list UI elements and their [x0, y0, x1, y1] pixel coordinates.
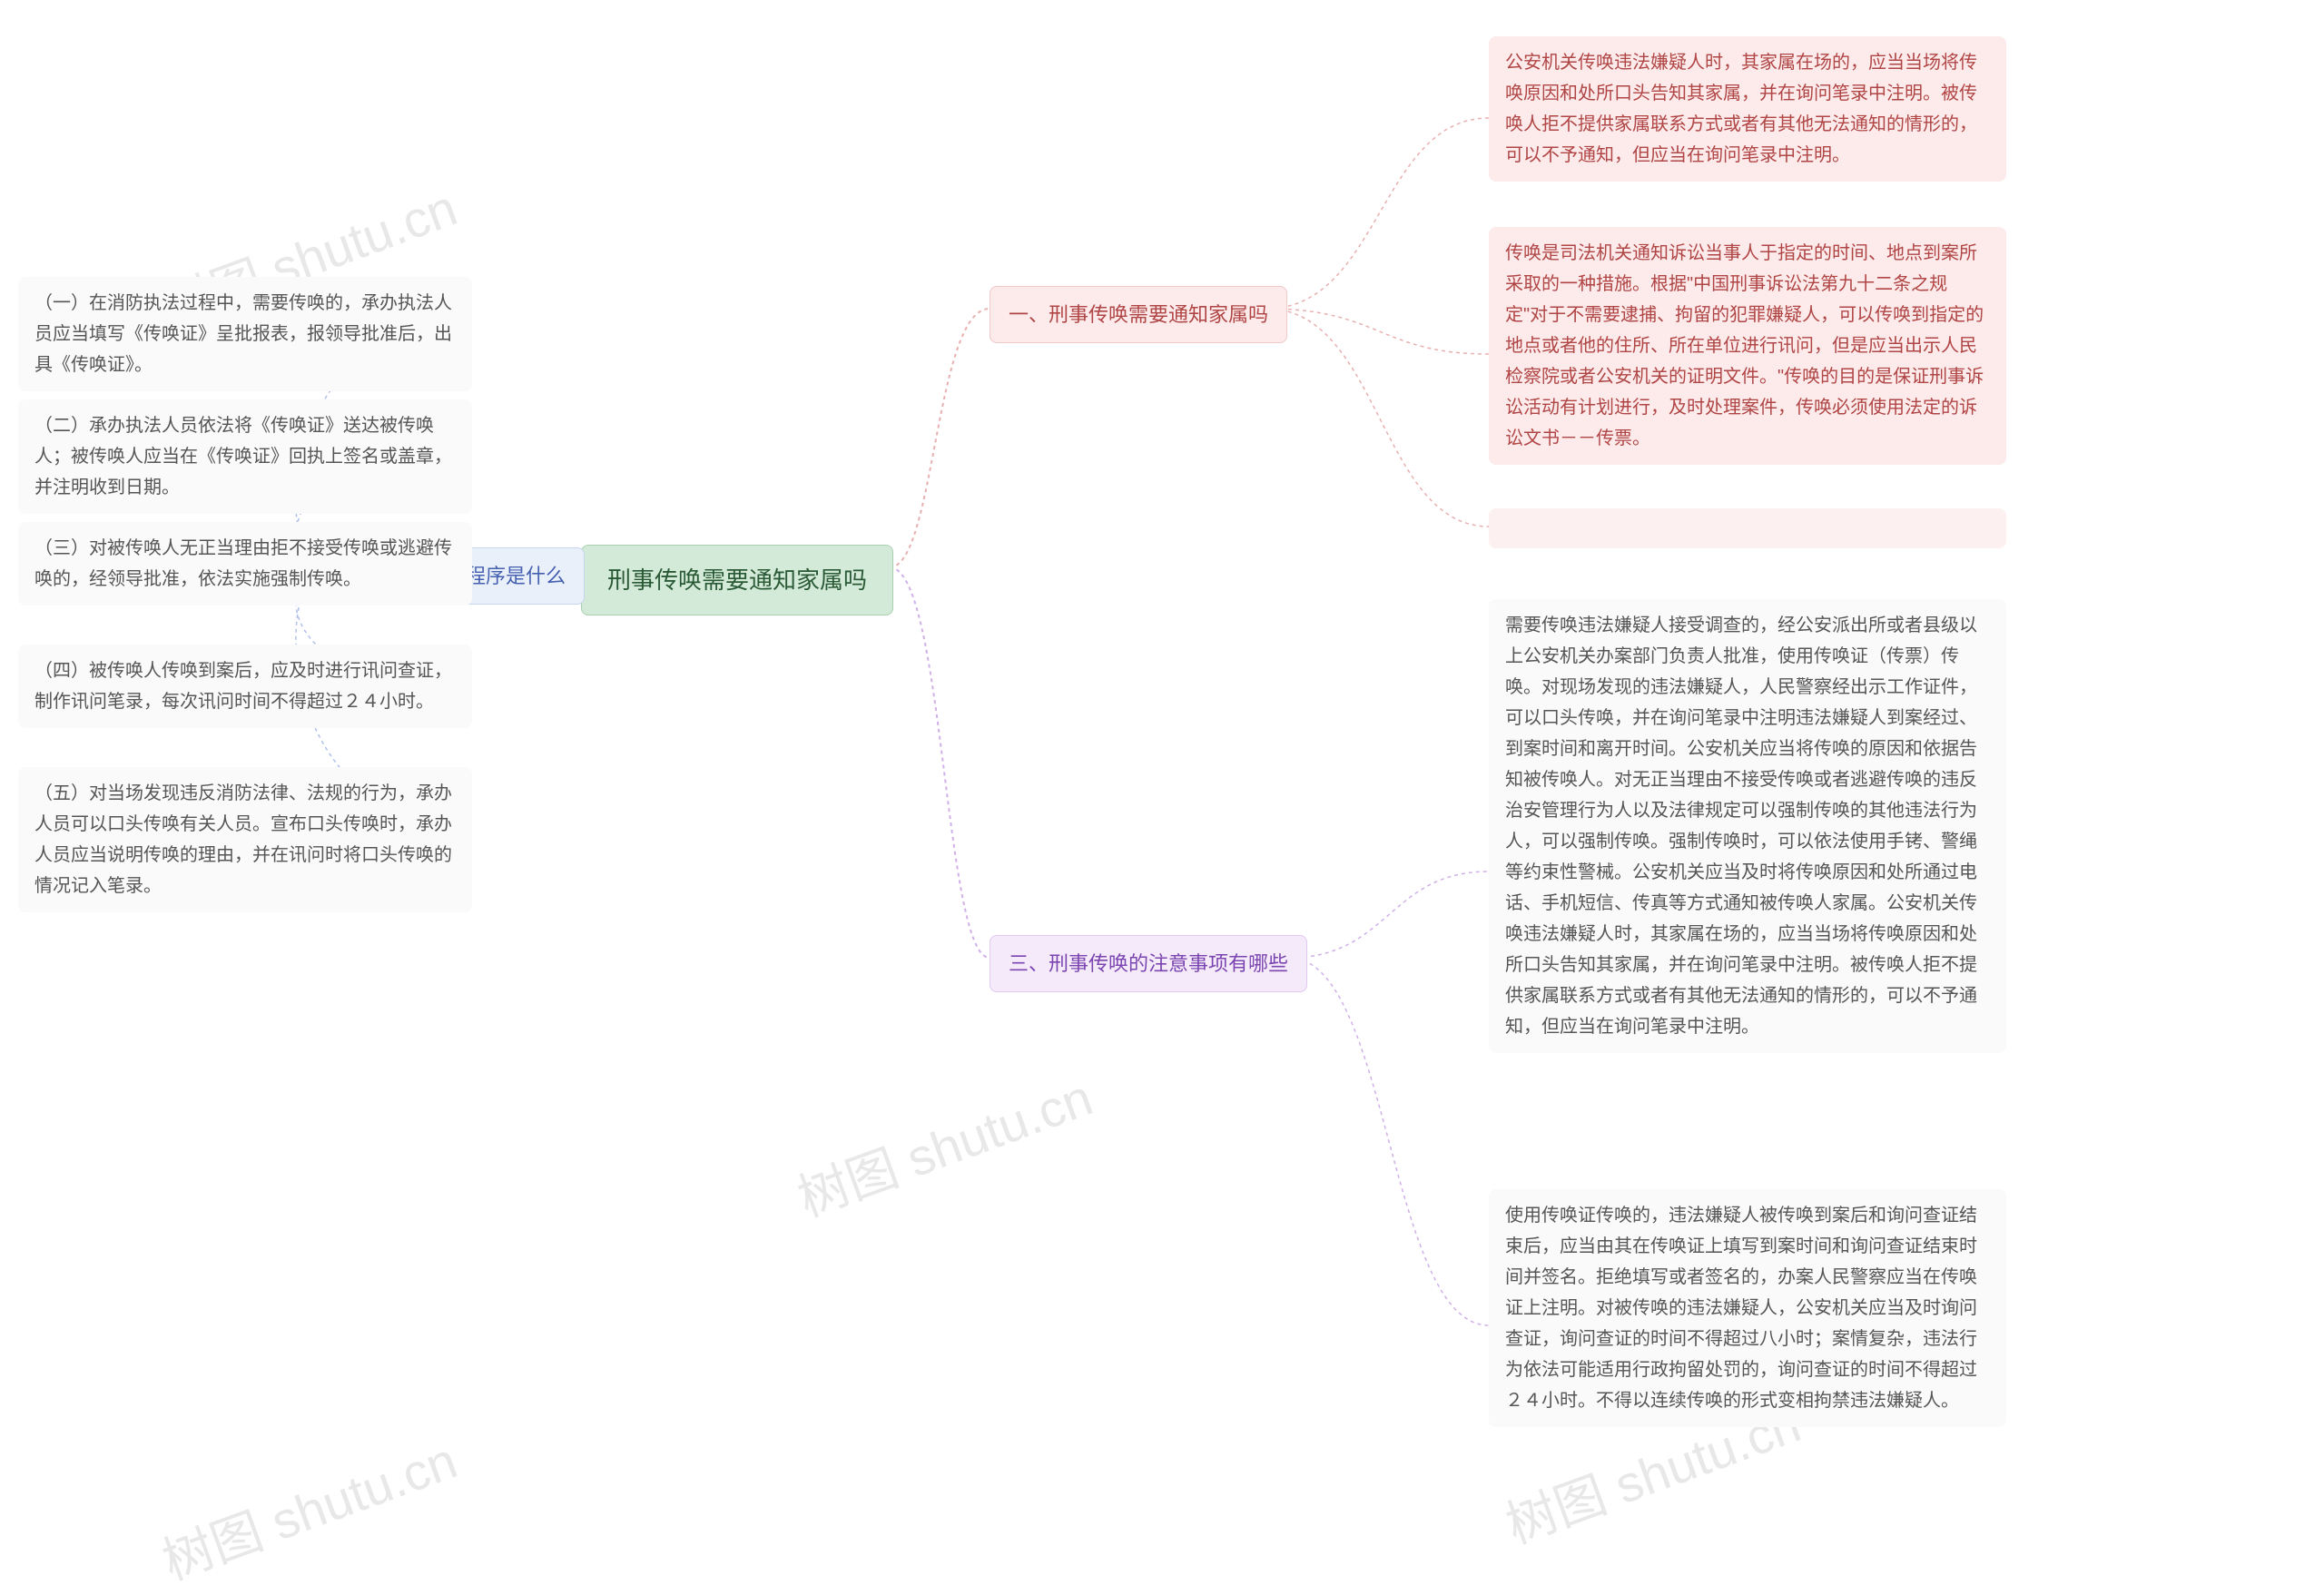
- leaf-2-4[interactable]: （四）被传唤人传唤到案后，应及时进行讯问查证，制作讯问笔录，每次讯问时间不得超过…: [18, 645, 472, 728]
- leaf-1-2[interactable]: 传唤是司法机关通知诉讼当事人于指定的时间、地点到案所采取的一种措施。根据"中国刑…: [1489, 227, 2006, 465]
- watermark: 树图 shutu.cn: [151, 1420, 466, 1594]
- leaf-2-5[interactable]: （五）对当场发现违反消防法律、法规的行为，承办人员可以口头传唤有关人员。宣布口头…: [18, 767, 472, 912]
- watermark: 树图 shutu.cn: [786, 1057, 1101, 1231]
- leaf-2-2[interactable]: （二）承办执法人员依法将《传唤证》送达被传唤人；被传唤人应当在《传唤证》回执上签…: [18, 399, 472, 514]
- branch-1[interactable]: 一、刑事传唤需要通知家属吗: [990, 286, 1287, 343]
- leaf-2-1[interactable]: （一）在消防执法过程中，需要传唤的，承办执法人员应当填写《传唤证》呈批报表，报领…: [18, 277, 472, 391]
- leaf-1-1[interactable]: 公安机关传唤违法嫌疑人时，其家属在场的，应当当场将传唤原因和处所口头告知其家属，…: [1489, 36, 2006, 182]
- leaf-1-3[interactable]: [1489, 508, 2006, 548]
- branch-3[interactable]: 三、刑事传唤的注意事项有哪些: [990, 935, 1307, 992]
- center-node[interactable]: 刑事传唤需要通知家属吗: [581, 545, 893, 615]
- leaf-3-1[interactable]: 需要传唤违法嫌疑人接受调查的，经公安派出所或者县级以上公安机关办案部门负责人批准…: [1489, 599, 2006, 1053]
- leaf-3-2[interactable]: 使用传唤证传唤的，违法嫌疑人被传唤到案后和询问查证结束后，应当由其在传唤证上填写…: [1489, 1189, 2006, 1427]
- leaf-2-3[interactable]: （三）对被传唤人无正当理由拒不接受传唤或逃避传唤的，经领导批准，依法实施强制传唤…: [18, 522, 472, 606]
